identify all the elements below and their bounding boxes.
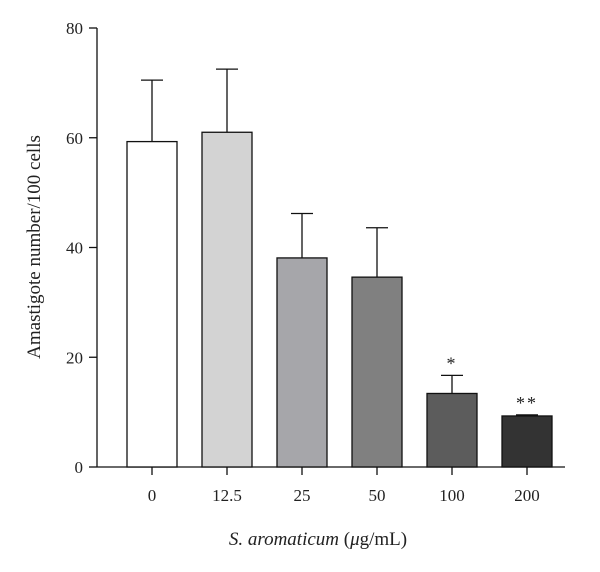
x-axis: 0 12.5 25 50 100 200 <box>97 466 565 505</box>
x-axis-title-mu: μ <box>349 529 360 550</box>
bar <box>426 392 478 468</box>
x-axis-title-species: S. aromaticum <box>229 529 339 550</box>
x-axis-title: S. aromaticum (μg/mL) <box>229 529 407 550</box>
x-axis-title-open: ( <box>339 529 350 550</box>
x-tick-label: 50 <box>369 486 386 505</box>
x-tick-label: 200 <box>514 486 540 505</box>
y-tick-label: 20 <box>66 348 83 367</box>
bar <box>351 276 403 468</box>
y-tick-label: 60 <box>66 129 83 148</box>
x-tick-label: 12.5 <box>212 486 242 505</box>
y-axis-title: Amastigote number/100 cells <box>24 135 45 359</box>
bar <box>501 415 553 468</box>
x-tick-label: 25 <box>294 486 311 505</box>
bar <box>201 131 253 468</box>
bar <box>126 140 178 468</box>
x-tick-label: 0 <box>148 486 157 505</box>
significance-marker: * <box>447 353 458 373</box>
significance-marker: ** <box>516 393 538 413</box>
bar <box>276 257 328 468</box>
bars-group: *** <box>126 68 553 468</box>
y-tick-label: 40 <box>66 239 83 258</box>
y-tick-label: 0 <box>75 458 84 477</box>
y-axis: 0 20 40 60 80 <box>66 19 98 477</box>
x-tick-label: 100 <box>439 486 465 505</box>
y-tick-label: 80 <box>66 19 83 38</box>
x-axis-title-unit: g/mL) <box>360 529 408 550</box>
